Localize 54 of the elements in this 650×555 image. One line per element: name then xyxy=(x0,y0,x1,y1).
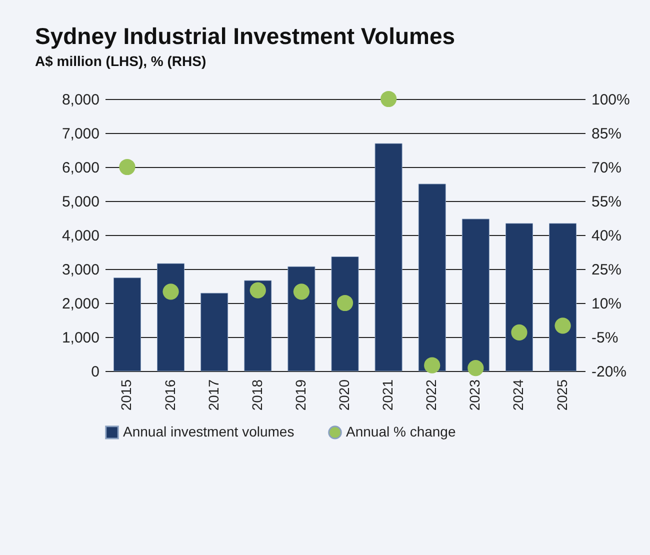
point xyxy=(162,284,179,300)
bar xyxy=(244,280,272,372)
y2-tick-label: 40% xyxy=(592,228,622,244)
bar xyxy=(288,266,316,372)
y-tick-label: 8,000 xyxy=(62,92,100,108)
y2-tick-label: 10% xyxy=(592,296,622,312)
bar xyxy=(157,263,185,372)
x-tick-label: 2025 xyxy=(554,379,570,411)
bar xyxy=(418,184,446,372)
point xyxy=(554,318,571,334)
y-tick-label: 6,000 xyxy=(62,160,100,176)
point xyxy=(424,357,440,374)
x-tick-label: 2017 xyxy=(205,379,222,411)
point xyxy=(511,324,528,341)
x-tick-label: 2019 xyxy=(292,379,308,411)
bar xyxy=(200,292,228,372)
y-tick-label: 0 xyxy=(91,364,100,380)
y2-tick-label: 55% xyxy=(592,194,622,210)
x-tick-label: 2020 xyxy=(336,379,352,411)
x-tick-label: 2018 xyxy=(248,379,265,411)
chart-title: Sydney Industrial Investment Volumes xyxy=(35,22,456,49)
y-tick-label: 7,000 xyxy=(62,126,100,142)
y-tick-label: 1,000 xyxy=(62,330,100,346)
x-tick-label: 2022 xyxy=(423,379,440,411)
y2-tick-label: 25% xyxy=(592,262,622,278)
point xyxy=(250,282,266,298)
y2-tick-label: -20% xyxy=(592,364,627,380)
legend-label: Annual % change xyxy=(346,423,456,440)
bar xyxy=(331,256,359,372)
point xyxy=(468,360,484,376)
x-tick-label: 2024 xyxy=(510,379,526,411)
point xyxy=(293,284,310,300)
bar xyxy=(374,143,402,372)
bar xyxy=(505,223,533,372)
y-tick-label: 5,000 xyxy=(62,194,100,210)
y2-tick-label: -5% xyxy=(592,330,618,346)
y2-tick-label: 85% xyxy=(592,126,622,142)
bar xyxy=(113,278,141,372)
y-tick-label: 2,000 xyxy=(62,296,100,312)
y2-tick-label: 100% xyxy=(592,92,630,108)
point xyxy=(380,90,397,108)
y2-tick-label: 70% xyxy=(592,160,622,176)
point xyxy=(336,294,354,312)
y-tick-label: 3,000 xyxy=(62,262,100,278)
x-tick-label: 2015 xyxy=(118,379,134,411)
x-tick-label: 2021 xyxy=(380,379,396,411)
y-tick-label: 4,000 xyxy=(62,228,100,244)
x-tick-label: 2016 xyxy=(162,379,178,411)
point xyxy=(119,158,136,176)
bar xyxy=(462,218,490,372)
bar xyxy=(549,223,577,372)
chart-subtitle: A$ million (LHS), % (RHS) xyxy=(35,52,206,69)
legend-label: Annual investment volumes xyxy=(123,423,294,440)
x-tick-label: 2023 xyxy=(466,379,483,411)
